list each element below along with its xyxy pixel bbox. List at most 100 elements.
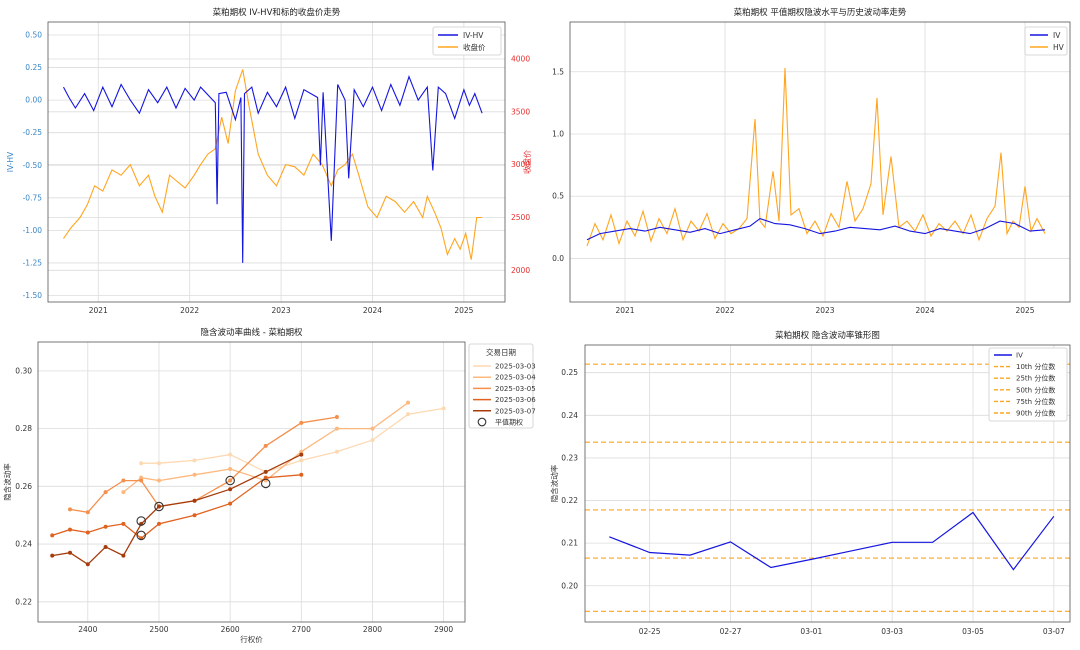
y-tick-label: 0.22	[561, 496, 578, 505]
series-line-2025-03-06	[51, 474, 302, 540]
series-marker-2025-03-03	[139, 461, 144, 466]
series-marker-2025-03-04	[334, 426, 339, 431]
series-marker-2025-03-07	[192, 498, 197, 503]
y-tick-label: 1.5	[552, 67, 564, 76]
chart-title: 菜粕期权 隐含波动率锥形图	[775, 330, 880, 341]
series-marker-2025-03-04	[406, 400, 411, 405]
y-tick-label: -0.75	[23, 193, 43, 202]
legend-label: IV	[1016, 352, 1023, 360]
x-tick-label: 2400	[78, 625, 97, 634]
legend-label: 2025-03-03	[495, 363, 536, 371]
x-tick-label: 2021	[615, 306, 634, 315]
plot-frame	[569, 21, 1071, 303]
panel-iv-smile: 2400 2500 2600 2700 2800 2900 0.30 0.28 0.26 0.24…	[2, 327, 536, 644]
y2-tick-label: 3500	[511, 107, 530, 116]
x-tick-label: 2024	[363, 306, 382, 315]
x-axis-label: 行权价	[240, 634, 263, 644]
x-tick-label: 02-27	[720, 627, 742, 636]
legend-box	[468, 343, 534, 429]
atm-marker	[225, 475, 235, 486]
x-tick-label: 2500	[149, 625, 168, 634]
plot-frame	[47, 21, 506, 303]
y-tick-label: 0.00	[25, 96, 42, 105]
y2-tick-label: 3000	[511, 160, 530, 169]
y-tick-label: -0.50	[23, 161, 43, 170]
y2-tick-label: 4000	[511, 54, 530, 63]
series-marker-2025-03-07	[85, 562, 90, 567]
series-marker-2025-03-06	[85, 530, 90, 535]
series-marker-2025-03-07	[103, 544, 108, 549]
series-marker-2025-03-07	[121, 553, 126, 558]
series-marker-2025-03-07	[228, 487, 233, 492]
legend-swatch-atm	[477, 417, 487, 427]
legend-label: IV	[1053, 31, 1061, 40]
series-line-2025-03-04	[122, 402, 409, 493]
chart-title: 菜粕期权 IV-HV和标的收盘价走势	[213, 7, 341, 18]
series-marker-2025-03-07	[68, 550, 73, 555]
series-marker-2025-03-05	[68, 507, 73, 512]
series-line-close	[63, 69, 483, 260]
series-marker-2025-03-04	[156, 478, 161, 483]
series-line-2025-03-03	[141, 407, 444, 473]
x-tick-label: 03-05	[962, 627, 984, 636]
legend-label: 75th 分位数	[1016, 397, 1055, 406]
y-tick-label: -0.25	[23, 128, 43, 137]
series-marker-2025-03-06	[192, 513, 197, 518]
panel-iv-hv-levels: 2021 2022 2023 2024 2025 1.5 1.0 0.5 0.0 菜粕期权 平值期…	[552, 7, 1071, 315]
y-tick-label: 0.21	[561, 539, 578, 548]
y-tick-label: 0.50	[25, 31, 42, 40]
series-marker-2025-03-03	[156, 461, 161, 466]
series-line-iv	[609, 511, 1055, 571]
atm-marker	[260, 478, 271, 489]
y-axis-label: 隐含波动率	[2, 463, 12, 501]
y-tick-label: 0.23	[561, 453, 578, 462]
series-marker-2025-03-03	[192, 458, 197, 463]
legend-label: 平值期权	[495, 418, 523, 427]
plot-frame	[37, 341, 466, 623]
series-marker-2025-03-04	[121, 490, 126, 495]
legend-label: 10th 分位数	[1016, 362, 1055, 371]
y-tick-label: 0.25	[561, 368, 578, 377]
y-tick-label: 0.22	[15, 597, 32, 606]
series-marker-2025-03-03	[299, 458, 304, 463]
series-marker-2025-03-05	[334, 415, 339, 420]
plot-frame	[584, 344, 1071, 623]
x-tick-label: 2900	[434, 625, 453, 634]
series-marker-2025-03-04	[370, 426, 375, 431]
series-marker-2025-03-07	[50, 553, 55, 558]
series-marker-2025-03-05	[228, 478, 233, 483]
x-tick-label: 2600	[221, 625, 240, 634]
y-tick-label: 0.24	[15, 540, 32, 549]
y-tick-label: 0.0	[552, 254, 564, 263]
series-marker-2025-03-05	[139, 478, 144, 483]
series-marker-2025-03-04	[299, 449, 304, 454]
x-tick-label: 2023	[272, 306, 291, 315]
chart-title: 隐含波动率曲线 - 菜粕期权	[201, 327, 303, 338]
x-tick-label: 2022	[715, 306, 734, 315]
panel-iv-cone: 02-25 02-27 03-01 03-03 03-05 03-07 0.25 0.24 0.…	[549, 330, 1071, 636]
y-tick-label: 0.30	[15, 366, 32, 375]
y-tick-label: 0.24	[561, 411, 578, 420]
series-marker-2025-03-06	[103, 524, 108, 529]
series-line-hv	[586, 67, 1046, 247]
legend-label: 25th 分位数	[1016, 374, 1055, 383]
series-marker-2025-03-06	[121, 521, 126, 526]
atm-marker	[136, 530, 146, 541]
series-marker-2025-03-06	[50, 533, 55, 538]
y-tick-label: -1.50	[23, 291, 43, 300]
series-marker-2025-03-06	[228, 501, 233, 506]
y2-tick-label: 2000	[511, 266, 530, 275]
y-tick-label: 1.0	[552, 130, 564, 139]
series-marker-2025-03-05	[103, 490, 108, 495]
x-tick-label: 03-07	[1043, 627, 1065, 636]
series-marker-2025-03-03	[334, 449, 339, 454]
series-marker-2025-03-03	[370, 438, 375, 443]
legend-label: 2025-03-07	[495, 407, 536, 415]
chart-title: 菜粕期权 平值期权隐波水平与历史波动率走势	[734, 7, 907, 18]
series-marker-2025-03-06	[156, 521, 161, 526]
series-marker-2025-03-05	[121, 478, 126, 483]
legend-label: HV	[1053, 43, 1065, 52]
legend-label: 50th 分位数	[1016, 385, 1055, 394]
series-marker-2025-03-03	[441, 406, 446, 411]
